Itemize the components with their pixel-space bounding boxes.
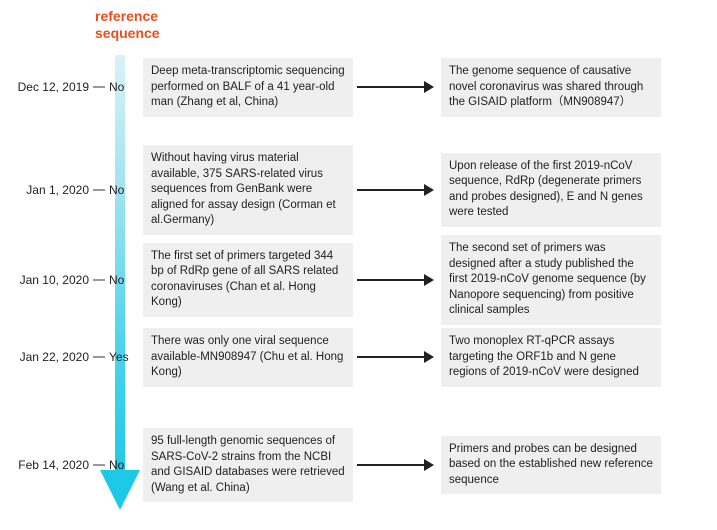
- timeline-tick: [93, 279, 105, 281]
- ref-flag: No: [109, 458, 137, 472]
- timeline-tick: [93, 464, 105, 466]
- date-label: Jan 22, 2020: [0, 350, 95, 364]
- timeline-row: Jan 1, 2020 No Without having virus mate…: [0, 145, 717, 235]
- header-line2: sequence: [95, 25, 160, 41]
- event-box-left: Deep meta-transcriptomic sequencing perf…: [143, 58, 353, 117]
- date-label: Jan 1, 2020: [0, 183, 95, 197]
- date-label: Dec 12, 2019: [0, 80, 95, 94]
- ref-flag: No: [109, 183, 137, 197]
- header-line1: reference: [95, 8, 158, 24]
- arrow-connector: [357, 350, 437, 364]
- event-box-right: Primers and probes can be designed based…: [441, 436, 661, 495]
- timeline-row: Jan 22, 2020 Yes There was only one vira…: [0, 328, 717, 387]
- timeline-tick: [93, 356, 105, 358]
- event-box-left: There was only one viral sequence availa…: [143, 328, 353, 387]
- ref-flag: Yes: [109, 350, 137, 364]
- arrow-connector: [357, 183, 437, 197]
- event-box-right: The second set of primers was designed a…: [441, 235, 661, 325]
- ref-flag: No: [109, 80, 137, 94]
- timeline-row: Jan 10, 2020 No The first set of primers…: [0, 235, 717, 325]
- ref-flag: No: [109, 273, 137, 287]
- timeline-tick: [93, 189, 105, 191]
- date-label: Jan 10, 2020: [0, 273, 95, 287]
- event-box-left: Without having virus material available,…: [143, 145, 353, 235]
- arrow-connector: [357, 80, 437, 94]
- header-title: reference sequence: [95, 8, 160, 42]
- timeline-row: Feb 14, 2020 No 95 full-length genomic s…: [0, 428, 717, 502]
- date-label: Feb 14, 2020: [0, 458, 95, 472]
- event-box-left: The first set of primers targeted 344 bp…: [143, 243, 353, 317]
- event-box-left: 95 full-length genomic sequences of SARS…: [143, 428, 353, 502]
- timeline-tick: [93, 86, 105, 88]
- timeline-row: Dec 12, 2019 No Deep meta-transcriptomic…: [0, 58, 717, 117]
- event-box-right: Upon release of the first 2019-nCoV sequ…: [441, 153, 661, 227]
- arrow-connector: [357, 458, 437, 472]
- event-box-right: Two monoplex RT-qPCR assays targeting th…: [441, 328, 661, 387]
- arrow-connector: [357, 273, 437, 287]
- event-box-right: The genome sequence of causative novel c…: [441, 58, 661, 117]
